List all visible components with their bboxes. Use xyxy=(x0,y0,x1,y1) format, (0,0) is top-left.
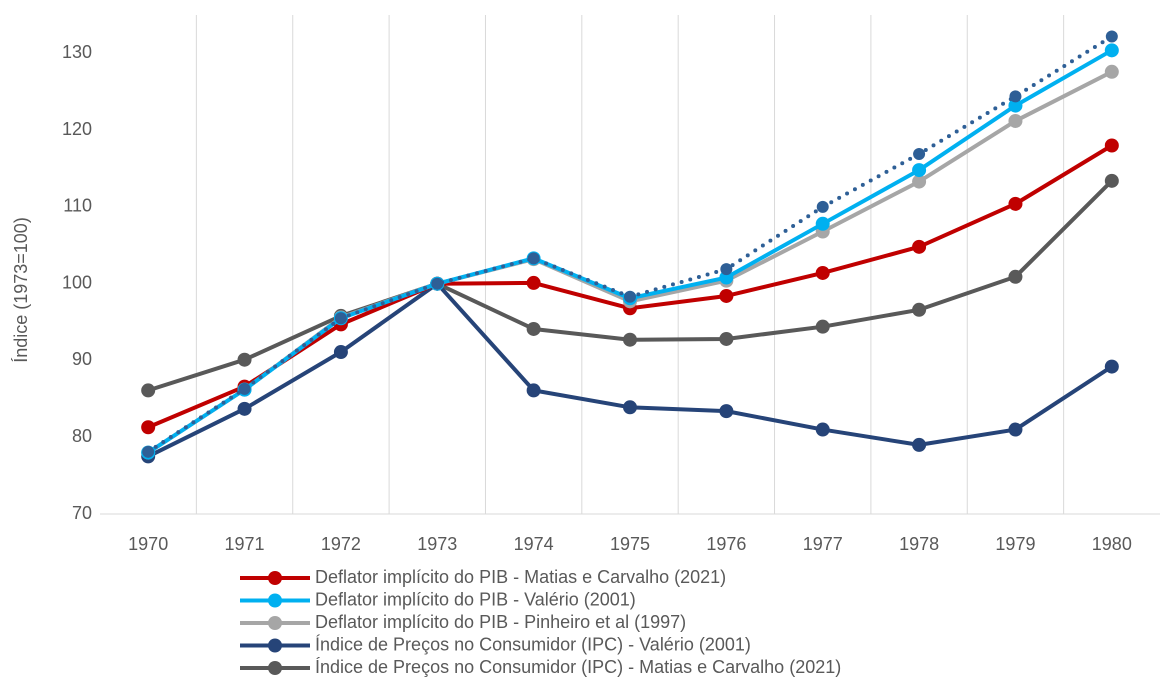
point-marker xyxy=(333,345,348,360)
point-marker xyxy=(1104,138,1119,153)
point-marker xyxy=(1104,173,1119,188)
x-tick-label: 1974 xyxy=(514,534,554,554)
point-marker xyxy=(815,319,830,334)
point-marker xyxy=(141,383,156,398)
legend-marker xyxy=(268,661,282,675)
point-marker xyxy=(526,383,541,398)
point-marker xyxy=(1009,90,1022,103)
x-tick-label: 1978 xyxy=(899,534,939,554)
x-tick-label: 1973 xyxy=(417,534,457,554)
legend-label: Deflator implícito do PIB - Pinheiro et … xyxy=(315,612,686,632)
point-marker xyxy=(912,163,927,178)
x-tick-label: 1972 xyxy=(321,534,361,554)
point-marker xyxy=(526,275,541,290)
x-tick-label: 1975 xyxy=(610,534,650,554)
point-marker xyxy=(623,400,637,415)
x-tick-label: 1979 xyxy=(995,534,1035,554)
point-marker xyxy=(912,239,927,254)
point-marker xyxy=(237,401,252,416)
point-marker xyxy=(912,174,927,189)
point-marker xyxy=(526,321,541,336)
y-tick-label: 80 xyxy=(72,426,92,446)
point-marker xyxy=(816,200,829,213)
point-marker xyxy=(1008,269,1023,284)
legend-marker xyxy=(268,593,282,608)
y-tick-label: 130 xyxy=(62,42,92,62)
point-marker xyxy=(815,265,830,280)
x-tick-label: 1977 xyxy=(803,534,843,554)
x-tick-label: 1980 xyxy=(1092,534,1132,554)
legend-marker xyxy=(268,616,282,630)
x-tick-label: 1970 xyxy=(128,534,168,554)
point-marker xyxy=(719,404,734,419)
y-tick-label: 90 xyxy=(72,349,92,369)
point-marker xyxy=(431,277,444,290)
legend-marker xyxy=(268,638,282,653)
point-marker xyxy=(1008,422,1023,437)
y-tick-label: 120 xyxy=(62,119,92,139)
point-marker xyxy=(623,332,637,347)
point-marker xyxy=(912,302,927,317)
legend-label: Índice de Preços no Consumidor (IPC) - M… xyxy=(315,657,841,677)
legend-label: Deflator implícito do PIB - Valério (200… xyxy=(315,589,636,609)
point-marker xyxy=(142,445,155,458)
legend-label: Deflator implícito do PIB - Matias e Car… xyxy=(315,567,726,587)
point-marker xyxy=(719,331,734,346)
point-marker xyxy=(913,147,926,160)
point-marker xyxy=(1104,43,1119,58)
x-tick-label: 1971 xyxy=(225,534,265,554)
y-axis-label: Índice (1973=100) xyxy=(11,217,31,363)
point-marker xyxy=(720,263,733,276)
point-marker xyxy=(1008,113,1023,128)
point-marker xyxy=(527,252,540,265)
point-marker xyxy=(1104,64,1119,79)
legend-label: Índice de Preços no Consumidor (IPC) - V… xyxy=(315,634,751,654)
point-marker xyxy=(1105,30,1118,43)
point-marker xyxy=(1008,196,1023,211)
point-marker xyxy=(1104,359,1119,374)
point-marker xyxy=(334,312,347,325)
point-marker xyxy=(238,382,251,395)
point-marker xyxy=(1008,98,1023,113)
point-marker xyxy=(141,420,156,435)
y-tick-label: 110 xyxy=(63,196,92,216)
point-marker xyxy=(912,437,927,452)
legend-marker xyxy=(268,571,282,585)
point-marker xyxy=(719,288,734,303)
point-marker xyxy=(719,270,734,285)
point-marker xyxy=(237,352,252,367)
point-marker xyxy=(815,422,830,437)
point-marker xyxy=(624,290,636,303)
point-marker xyxy=(815,216,830,231)
y-tick-label: 70 xyxy=(72,503,92,523)
x-tick-label: 1976 xyxy=(706,534,746,554)
y-tick-label: 100 xyxy=(62,272,92,292)
